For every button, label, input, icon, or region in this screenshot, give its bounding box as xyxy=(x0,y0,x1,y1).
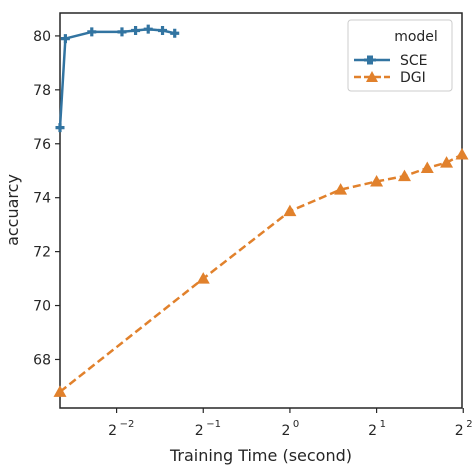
data-point-dgi xyxy=(370,175,384,187)
y-tick-label: 76 xyxy=(33,137,51,153)
data-point-sce xyxy=(87,27,97,37)
x-tick-exponent: −2 xyxy=(120,419,135,430)
x-axis: 2 −2 2 −1 2 0 2 1 2 2 xyxy=(108,408,473,439)
legend-sce-marker xyxy=(364,55,376,65)
y-axis: 68 70 72 74 76 78 80 xyxy=(33,29,60,368)
series-layer xyxy=(53,24,469,397)
x-tick-label: 2 xyxy=(281,423,290,439)
data-point-dgi xyxy=(440,156,454,168)
x-tick-label: 2 xyxy=(195,423,204,439)
legend-dgi-marker xyxy=(366,71,378,82)
data-point-sce xyxy=(170,28,180,38)
y-tick-label: 80 xyxy=(33,29,51,45)
legend-dgi-label: DGI xyxy=(400,70,426,86)
x-tick-exponent: 1 xyxy=(380,419,386,430)
y-tick-label: 70 xyxy=(33,299,51,315)
data-point-dgi xyxy=(283,204,297,217)
series-line-dgi xyxy=(59,153,463,393)
x-tick-exponent: −1 xyxy=(206,419,221,430)
data-point-dgi xyxy=(53,385,67,397)
data-point-sce xyxy=(55,123,65,133)
data-point-dgi xyxy=(420,161,434,174)
x-tick-label: 2 xyxy=(368,423,377,439)
x-tick-label: 2 xyxy=(455,423,464,439)
data-point-sce xyxy=(143,24,153,34)
x-tick-label: 2 xyxy=(108,423,117,439)
data-point-dgi xyxy=(334,183,348,195)
series-line-sce xyxy=(58,27,175,128)
legend: model SCE DGI xyxy=(347,19,453,92)
data-point-sce xyxy=(158,26,168,36)
data-point-sce xyxy=(117,27,127,37)
x-axis-label: Training Time (second) xyxy=(169,446,352,465)
data-point-sce xyxy=(131,26,141,36)
legend-box xyxy=(347,19,453,92)
y-tick-label: 74 xyxy=(33,191,51,207)
data-point-dgi xyxy=(397,169,411,182)
legend-title: model xyxy=(394,29,438,45)
plot-frame xyxy=(59,12,463,409)
y-axis-label: accuarcy xyxy=(3,174,22,246)
data-point-dgi xyxy=(455,148,469,160)
x-tick-exponent: 0 xyxy=(293,419,299,430)
y-tick-label: 78 xyxy=(33,83,51,99)
legend-sce-label: SCE xyxy=(400,53,428,69)
data-point-sce xyxy=(60,34,70,44)
data-point-dgi xyxy=(196,272,210,284)
y-tick-label: 68 xyxy=(33,352,51,368)
x-tick-exponent: 2 xyxy=(466,419,472,430)
y-tick-label: 72 xyxy=(33,245,51,261)
